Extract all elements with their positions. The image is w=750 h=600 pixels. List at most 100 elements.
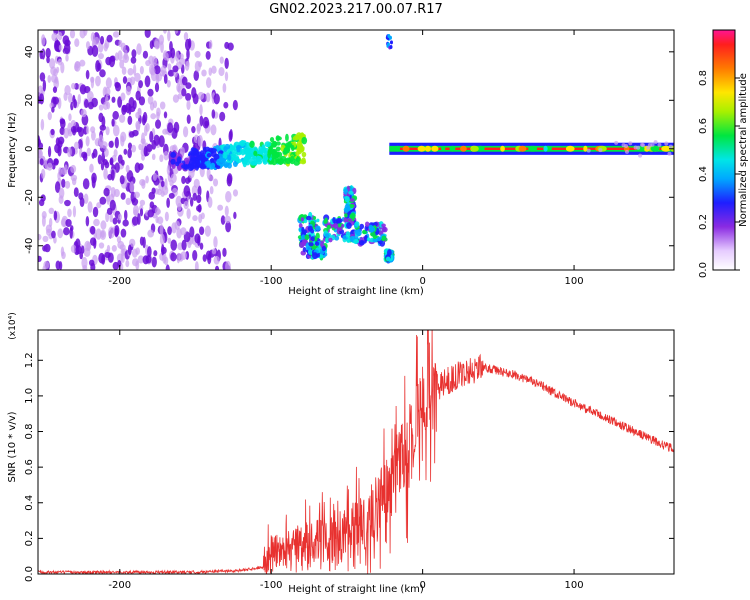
heatmap-noise-blob [117,50,123,61]
heatmap-noise-blob [74,63,79,72]
heatmap-noise-blob [70,244,77,253]
heatmap-band-blob [269,136,275,143]
chart-title: GN02.2023.217.00.07.R17 [269,2,443,17]
heatmap-noise-blob [131,129,139,137]
colorbar: 0.0 0.2 0.4 0.6 0.8 Normalized spectral ampl… [698,29,749,278]
spectrogram-x-tick-label: 0 [419,276,425,287]
heatmap-noise-blob [170,47,176,59]
heatmap-noise-blob [71,177,77,186]
colorbar-tick-label: 0.0 [698,262,709,278]
heatmap-noise-blob [185,177,191,184]
heatmap-noise-blob [52,86,58,94]
heatmap-noise-blob [109,199,116,211]
heatmap-cluster-blob [325,237,330,244]
heatmap-noise-blob [179,53,184,60]
heatmap-line-blob [470,145,479,152]
heatmap-noise-blob [76,126,82,133]
heatmap-cluster-blob [316,218,320,223]
heatmap-noise-blob [197,135,203,147]
heatmap-noise-blob [130,56,137,64]
snr-y-tick-label: 1.2 [24,352,35,368]
heatmap-cluster-blob [350,212,356,220]
heatmap-noise-blob [145,59,151,67]
heatmap-cluster-blob [311,252,319,260]
heatmap-noise-blob [183,200,189,210]
heatmap-line-blob [650,145,660,152]
heatmap-noise-blob [111,96,116,103]
heatmap-line-fringe [668,144,673,149]
heatmap-noise-blob [139,199,146,206]
heatmap-noise-blob [122,219,129,227]
heatmap-noise-blob [169,179,174,187]
heatmap-noise-blob [220,215,226,225]
heatmap-noise-blob [80,108,87,118]
heatmap-noise-blob [225,220,232,233]
heatmap-noise-blob [57,145,62,157]
heatmap-noise-blob [57,136,65,145]
heatmap-noise-blob [47,111,52,121]
heatmap-noise-blob [60,246,65,257]
heatmap-noise-blob [65,54,69,62]
heatmap-noise-blob [122,54,130,64]
heatmap-noise-blob [40,118,45,131]
heatmap-noise-blob [120,228,127,238]
heatmap-noise-blob [156,107,161,117]
heatmap-noise-blob [172,94,180,103]
heatmap-noise-blob [85,136,90,147]
heatmap-line-fringe [638,153,643,158]
heatmap-cluster-blob [381,223,386,228]
heatmap-noise-blob [132,204,139,216]
heatmap-noise-blob [226,175,233,187]
heatmap-noise-blob [111,244,117,252]
heatmap-noise-blob [171,127,178,139]
heatmap-noise-blob [233,211,237,220]
heatmap-noise-blob [73,187,79,198]
heatmap-noise-blob [39,158,44,166]
heatmap-noise-blob [183,185,191,197]
heatmap-band-blob [285,133,289,142]
heatmap-noise-blob [136,43,142,55]
heatmap-noise-blob [166,164,171,176]
heatmap-noise-blob [167,226,172,236]
heatmap-band-blob [290,144,295,152]
heatmap-noise-blob [202,116,210,129]
snr-y-tick-label: 0.4 [24,495,35,511]
heatmap-band-blob [245,141,250,150]
heatmap-noise-blob [63,127,69,139]
heatmap-noise-blob [196,194,202,204]
heatmap-noise-blob [191,126,196,134]
heatmap-noise-blob [50,74,58,83]
heatmap-noise-blob [91,130,96,141]
heatmap-noise-blob [167,237,172,244]
heatmap-noise-blob [50,128,55,136]
heatmap-cluster-blob [377,236,382,242]
heatmap-noise-blob [61,178,66,188]
heatmap-noise-blob [137,255,145,264]
heatmap-noise-blob [159,101,166,110]
heatmap-noise-blob [102,101,109,110]
heatmap-line-fringe [614,140,619,145]
heatmap-noise-blob [108,55,116,68]
heatmap-cluster-blob [300,217,305,222]
heatmap-noise-blob [74,38,80,48]
heatmap-noise-blob [70,120,77,127]
heatmap-noise-blob [85,126,90,135]
heatmap-noise-blob [108,226,115,239]
heatmap-noise-blob [211,109,216,119]
heatmap-noise-blob [53,68,58,77]
heatmap-noise-blob [105,126,110,136]
heatmap-noise-blob [155,206,160,216]
snr-y-ticks: 0.0 0.2 0.4 0.6 0.8 1.0 1.2 [24,352,674,582]
heatmap-noise-blob [224,205,229,217]
heatmap-line-blob [476,145,485,152]
heatmap-noise-blob [123,148,128,155]
heatmap-noise-blob [137,107,142,115]
heatmap-noise-blob [51,106,55,113]
heatmap-noise-blob [98,242,105,249]
heatmap-noise-blob [98,112,104,123]
heatmap-noise-blob [135,120,141,130]
colorbar-frame [712,29,736,271]
heatmap-noise-blob [151,56,158,65]
heatmap-noise-blob [131,198,139,206]
heatmap-noise-blob [160,41,164,54]
